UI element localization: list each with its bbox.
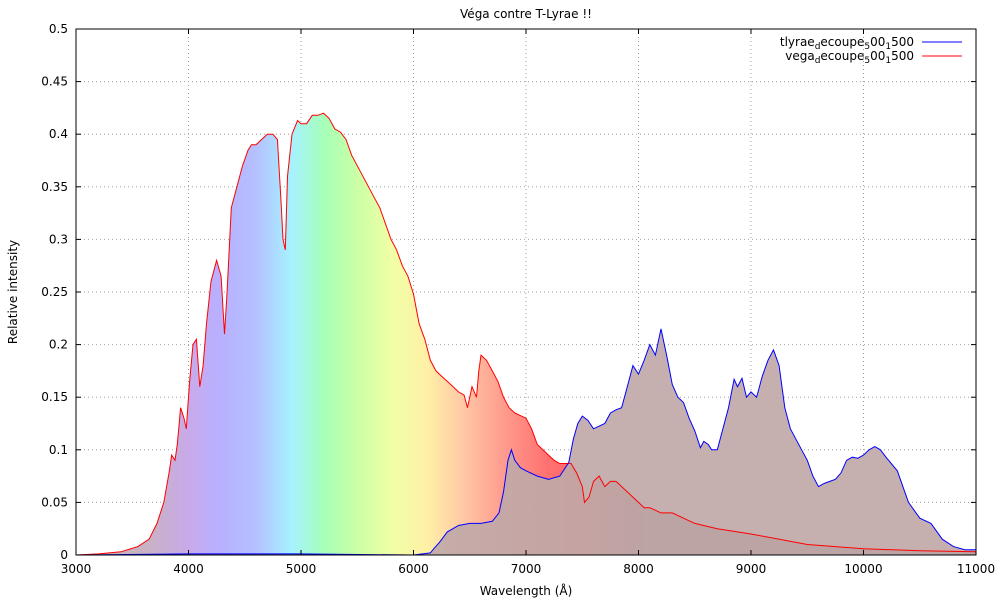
x-tick-label: 9000 [736,562,767,576]
y-tick-label: 0.25 [41,285,68,299]
x-tick-label: 7000 [511,562,542,576]
y-tick-label: 0.5 [49,22,68,36]
y-tick-label: 0.3 [49,232,68,246]
y-tick-label: 0 [60,548,68,562]
x-tick-label: 10000 [844,562,882,576]
tlyrae-area [76,328,976,555]
y-tick-label: 0.2 [49,338,68,352]
x-tick-label: 6000 [398,562,429,576]
y-tick-label: 0.05 [41,495,68,509]
axis-ticks: 3000 4000 5000 6000 7000 8000 9000 10000 11000 0 0… [41,22,995,576]
legend: tlyraedecoupe5001500 vegadecoupe5001500 [780,35,962,66]
x-axis-label: Wavelength (Å) [480,583,573,598]
y-tick-label: 0.4 [49,127,68,141]
legend-label-tlyrae: tlyraedecoupe5001500 [780,35,914,52]
x-tick-label: 11000 [957,562,995,576]
x-tick-label: 3000 [61,562,92,576]
y-axis-label: Relative intensity [6,240,20,344]
tlyrae-line [76,328,976,555]
y-tick-label: 0.35 [41,180,68,194]
x-tick-label: 5000 [286,562,317,576]
y-tick-label: 0.45 [41,75,68,89]
y-tick-label: 0.1 [49,443,68,457]
vega-line [76,112,976,555]
chart-title: Véga contre T-Lyrae !! [460,7,592,21]
x-tick-label: 8000 [623,562,654,576]
vega-area [76,113,976,555]
legend-label-vega: vegadecoupe5001500 [785,49,914,66]
y-tick-label: 0.15 [41,390,68,404]
x-tick-label: 4000 [173,562,204,576]
